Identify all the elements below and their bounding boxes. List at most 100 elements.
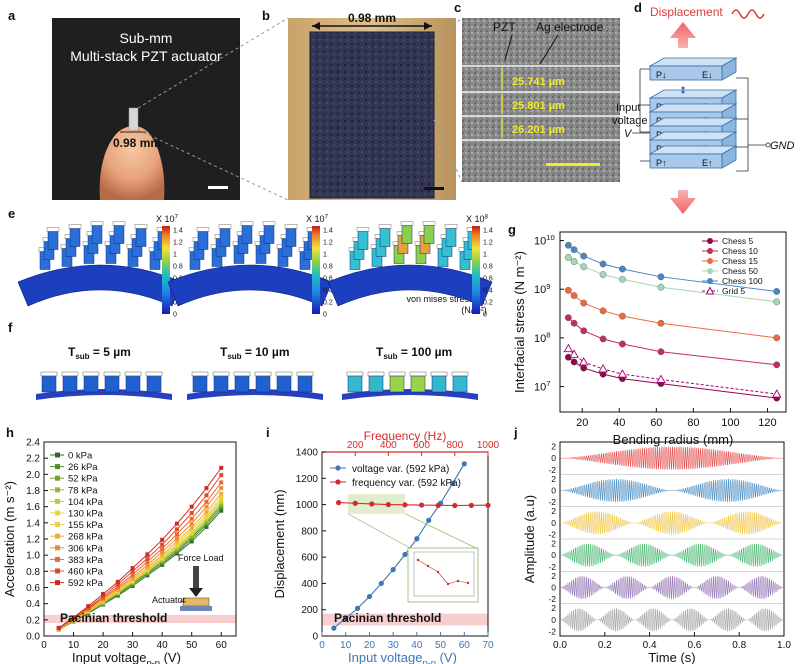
data-point (219, 508, 224, 513)
colorbar-tick-label: 0.2 (323, 300, 333, 307)
actuator-pillar (69, 228, 81, 247)
data-point (569, 349, 579, 358)
stress-label: von mises stress (406, 294, 474, 304)
legend-marker (335, 465, 341, 471)
data-point (619, 275, 626, 283)
legend-marker (707, 248, 713, 254)
panel-a-title-line2: Multi-stack PZT actuator (70, 48, 222, 64)
colorbar-exponent-exponent: 7 (175, 213, 179, 220)
y-tick-label: 1.0 (26, 551, 40, 562)
data-point (619, 265, 626, 273)
data-point (160, 549, 165, 554)
layer-thickness-label: 25.741 µm (512, 76, 565, 88)
data-point (402, 502, 408, 508)
electrode-label: Ag electrode (536, 20, 604, 34)
panel-a: 0.98 mm Sub-mm Multi-stack PZT actuator … (8, 8, 240, 200)
substrate-surface (167, 264, 333, 307)
pillar-outline (367, 371, 385, 377)
y-tick-label: 0 (312, 632, 318, 643)
pillar-cross-section (234, 375, 250, 393)
data-point (570, 292, 578, 299)
x-axis-label-subscript: p-p (146, 658, 160, 664)
x-tick-label: 20 (576, 417, 588, 429)
data-point (570, 258, 578, 265)
data-point (219, 465, 224, 470)
zoom-connector (404, 513, 477, 549)
x-tick-label: 30 (388, 640, 400, 651)
data-point (414, 536, 420, 542)
legend-label: 460 kPa (68, 567, 104, 578)
y-axis-label: Amplitude (a.u) (522, 495, 537, 583)
colorbar-exponent-exponent: 8 (485, 213, 489, 220)
micrograph (462, 18, 620, 182)
series-line-2 (58, 505, 222, 630)
data-point (174, 541, 179, 546)
y-tick-label: 1010 (534, 233, 555, 247)
data-point (657, 283, 665, 291)
layer-top-face (648, 103, 738, 113)
data-point (115, 584, 120, 589)
pillar-outline (233, 371, 251, 377)
thickness-label-value: = 100 µm (398, 345, 453, 359)
inset-point (456, 579, 460, 583)
y-axis-label: Interfacial stress (N m⁻²) (512, 251, 527, 393)
y-tick-label: 1.6 (26, 502, 40, 513)
data-point (174, 532, 179, 537)
data-point (219, 473, 224, 478)
x-tick-label: 40 (157, 640, 169, 651)
data-point (570, 246, 578, 254)
panel-b: 0.98 mm b (262, 8, 456, 200)
gnd-label: GND (770, 140, 795, 152)
data-point (657, 319, 665, 327)
spacer-dot (681, 90, 685, 94)
pillar-outline (422, 221, 436, 226)
inset-zoom-plot (407, 547, 479, 603)
colorbar-exponent: X 107 (306, 213, 329, 224)
y-tick-label: 2 (551, 539, 556, 549)
y-tick-label-base: 10 (534, 333, 546, 345)
layer-top-face (648, 89, 738, 99)
panel-e: e von mises stress (N/m²) X 1071.41.210.… (8, 206, 493, 319)
data-point (656, 374, 666, 383)
actuator-pillar (113, 225, 125, 244)
y-tick-label: 600 (301, 553, 318, 564)
x2-tick-label: 400 (380, 440, 397, 451)
y-tick-label: 0.8 (26, 567, 40, 578)
panel-c-scale-bar (546, 163, 600, 166)
data-point (580, 327, 588, 335)
pillar-cross-section (410, 375, 426, 393)
data-point (564, 286, 572, 294)
y-tick-label: 108 (534, 330, 551, 344)
pacinian-threshold-band (44, 614, 236, 624)
data-point (619, 312, 626, 320)
arrow-down-icon (670, 190, 696, 214)
data-point (485, 502, 491, 508)
layer-thickness-label: 25.801 µm (512, 100, 565, 112)
inset-frame (413, 551, 475, 597)
data-point (189, 511, 194, 516)
legend-label: 104 kPa (68, 497, 104, 508)
colorbar-exponent-base: X 10 (156, 214, 175, 224)
actuator-pillar (91, 225, 103, 244)
data-point (174, 539, 179, 544)
data-point (619, 340, 626, 348)
pillar-cross-section (192, 375, 208, 393)
thickness-label: Tsub = 10 µm (220, 345, 290, 361)
data-point (331, 625, 337, 631)
x-tick-label: 0 (41, 640, 47, 651)
pillar-cross-section (125, 375, 141, 393)
colorbar-tick-label: 0.6 (323, 276, 333, 283)
panel-a-title-line1: Sub-mm (120, 30, 173, 46)
y-tick-label-base: 10 (534, 284, 546, 296)
legend-label: Chess 100 (722, 276, 763, 286)
pillar-outline (46, 227, 60, 232)
x-axis-label-unit: (V) (160, 650, 181, 664)
colorbar-tick-label: 0.4 (323, 288, 333, 295)
data-point (385, 501, 391, 508)
pzt-label: PZT (493, 20, 516, 34)
threshold-label: Pacinian threshold (334, 611, 441, 625)
data-point (219, 491, 224, 496)
x-tick-label: 10 (340, 640, 352, 651)
layer-top-face (648, 145, 738, 155)
x-tick-label: 1.0 (777, 640, 791, 651)
